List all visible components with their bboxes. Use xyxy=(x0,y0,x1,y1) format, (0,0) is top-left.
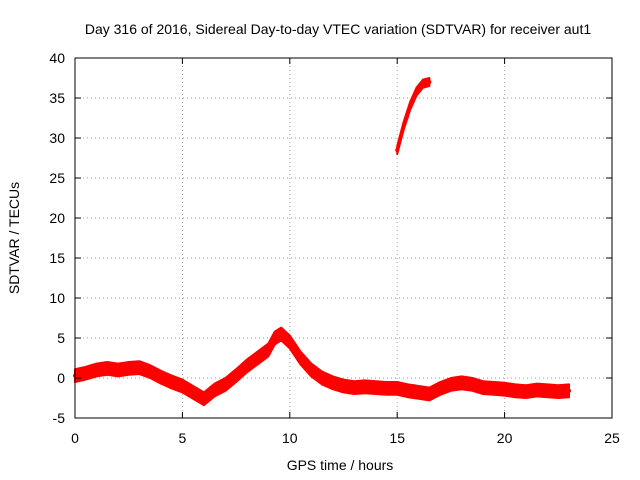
data-point xyxy=(212,388,217,392)
data-point xyxy=(169,380,174,384)
y-tick-label: 40 xyxy=(49,50,65,66)
series-band-segment-1 xyxy=(74,326,570,407)
data-point xyxy=(556,389,561,394)
data-point xyxy=(405,388,410,393)
data-point xyxy=(244,364,249,368)
data-point xyxy=(105,366,110,371)
data-point xyxy=(421,81,425,86)
data-point xyxy=(416,390,421,395)
data-point xyxy=(459,380,464,385)
data-point xyxy=(481,385,486,390)
data-point xyxy=(94,368,99,372)
data-point xyxy=(279,332,284,336)
grid-lines xyxy=(75,58,612,418)
y-tick-label: 0 xyxy=(57,370,65,386)
x-tick-label: 20 xyxy=(497,430,513,446)
data-point xyxy=(83,371,88,376)
data-point xyxy=(298,356,303,360)
x-axis-title: GPS time / hours xyxy=(287,457,394,473)
y-tick-label: 35 xyxy=(49,90,65,106)
y-axis-title: SDTVAR / TECUs xyxy=(6,182,22,294)
data-point xyxy=(513,388,518,393)
data-point xyxy=(427,80,432,84)
y-tick-label: 10 xyxy=(49,290,65,306)
data-point xyxy=(401,124,406,128)
data-point xyxy=(320,376,324,380)
data-point xyxy=(491,386,496,391)
series-band-segment-2 xyxy=(396,77,431,155)
data-point xyxy=(341,384,346,388)
data-point xyxy=(201,396,206,401)
data-point xyxy=(534,388,539,392)
x-tick-label: 5 xyxy=(179,430,187,446)
series-line-segment-2 xyxy=(395,80,430,151)
data-point xyxy=(148,369,153,374)
y-tick-labels: -5 0 5 10 15 20 25 30 35 40 xyxy=(49,50,65,426)
data-point xyxy=(373,385,378,390)
data-point xyxy=(191,390,196,395)
data-point xyxy=(266,348,271,352)
data-point xyxy=(255,356,260,360)
data-point xyxy=(126,366,131,371)
y-tick-label: 25 xyxy=(49,170,65,186)
data-point xyxy=(116,368,120,372)
x-tick-labels: 0 5 10 15 20 25 xyxy=(71,430,620,446)
data-point xyxy=(309,368,314,372)
data-point xyxy=(395,386,400,391)
data-point xyxy=(384,386,389,391)
data-point xyxy=(427,392,432,396)
y-tick-label: 5 xyxy=(57,330,65,346)
chart-title: Day 316 of 2016, Sidereal Day-to-day VTE… xyxy=(85,21,592,37)
y-tick-label: 15 xyxy=(49,250,65,266)
data-point xyxy=(470,382,475,387)
data-point xyxy=(363,384,367,389)
data-point xyxy=(545,388,550,393)
plot-area xyxy=(73,77,571,407)
x-tick-label: 15 xyxy=(389,430,405,446)
axis-ticks xyxy=(74,57,613,419)
data-point xyxy=(502,387,507,392)
data-point xyxy=(414,89,419,94)
data-point xyxy=(287,340,292,344)
y-tick-label: -5 xyxy=(53,410,66,426)
y-tick-label: 20 xyxy=(49,210,65,226)
data-point xyxy=(448,382,453,387)
data-point xyxy=(272,336,277,340)
data-point xyxy=(180,384,185,388)
plot-frame xyxy=(74,57,613,419)
data-point xyxy=(137,365,142,370)
data-point xyxy=(408,104,413,108)
x-tick-label: 10 xyxy=(282,430,298,446)
data-point xyxy=(330,380,335,385)
x-tick-label: 0 xyxy=(71,430,79,446)
data-point xyxy=(234,373,239,378)
data-point xyxy=(395,148,400,152)
data-point xyxy=(352,385,357,390)
data-point xyxy=(524,389,529,394)
data-point xyxy=(438,386,443,391)
data-point xyxy=(223,382,228,387)
data-point xyxy=(567,388,571,393)
data-point xyxy=(158,375,163,380)
x-tick-label: 25 xyxy=(604,430,620,446)
y-tick-label: 30 xyxy=(49,130,65,146)
